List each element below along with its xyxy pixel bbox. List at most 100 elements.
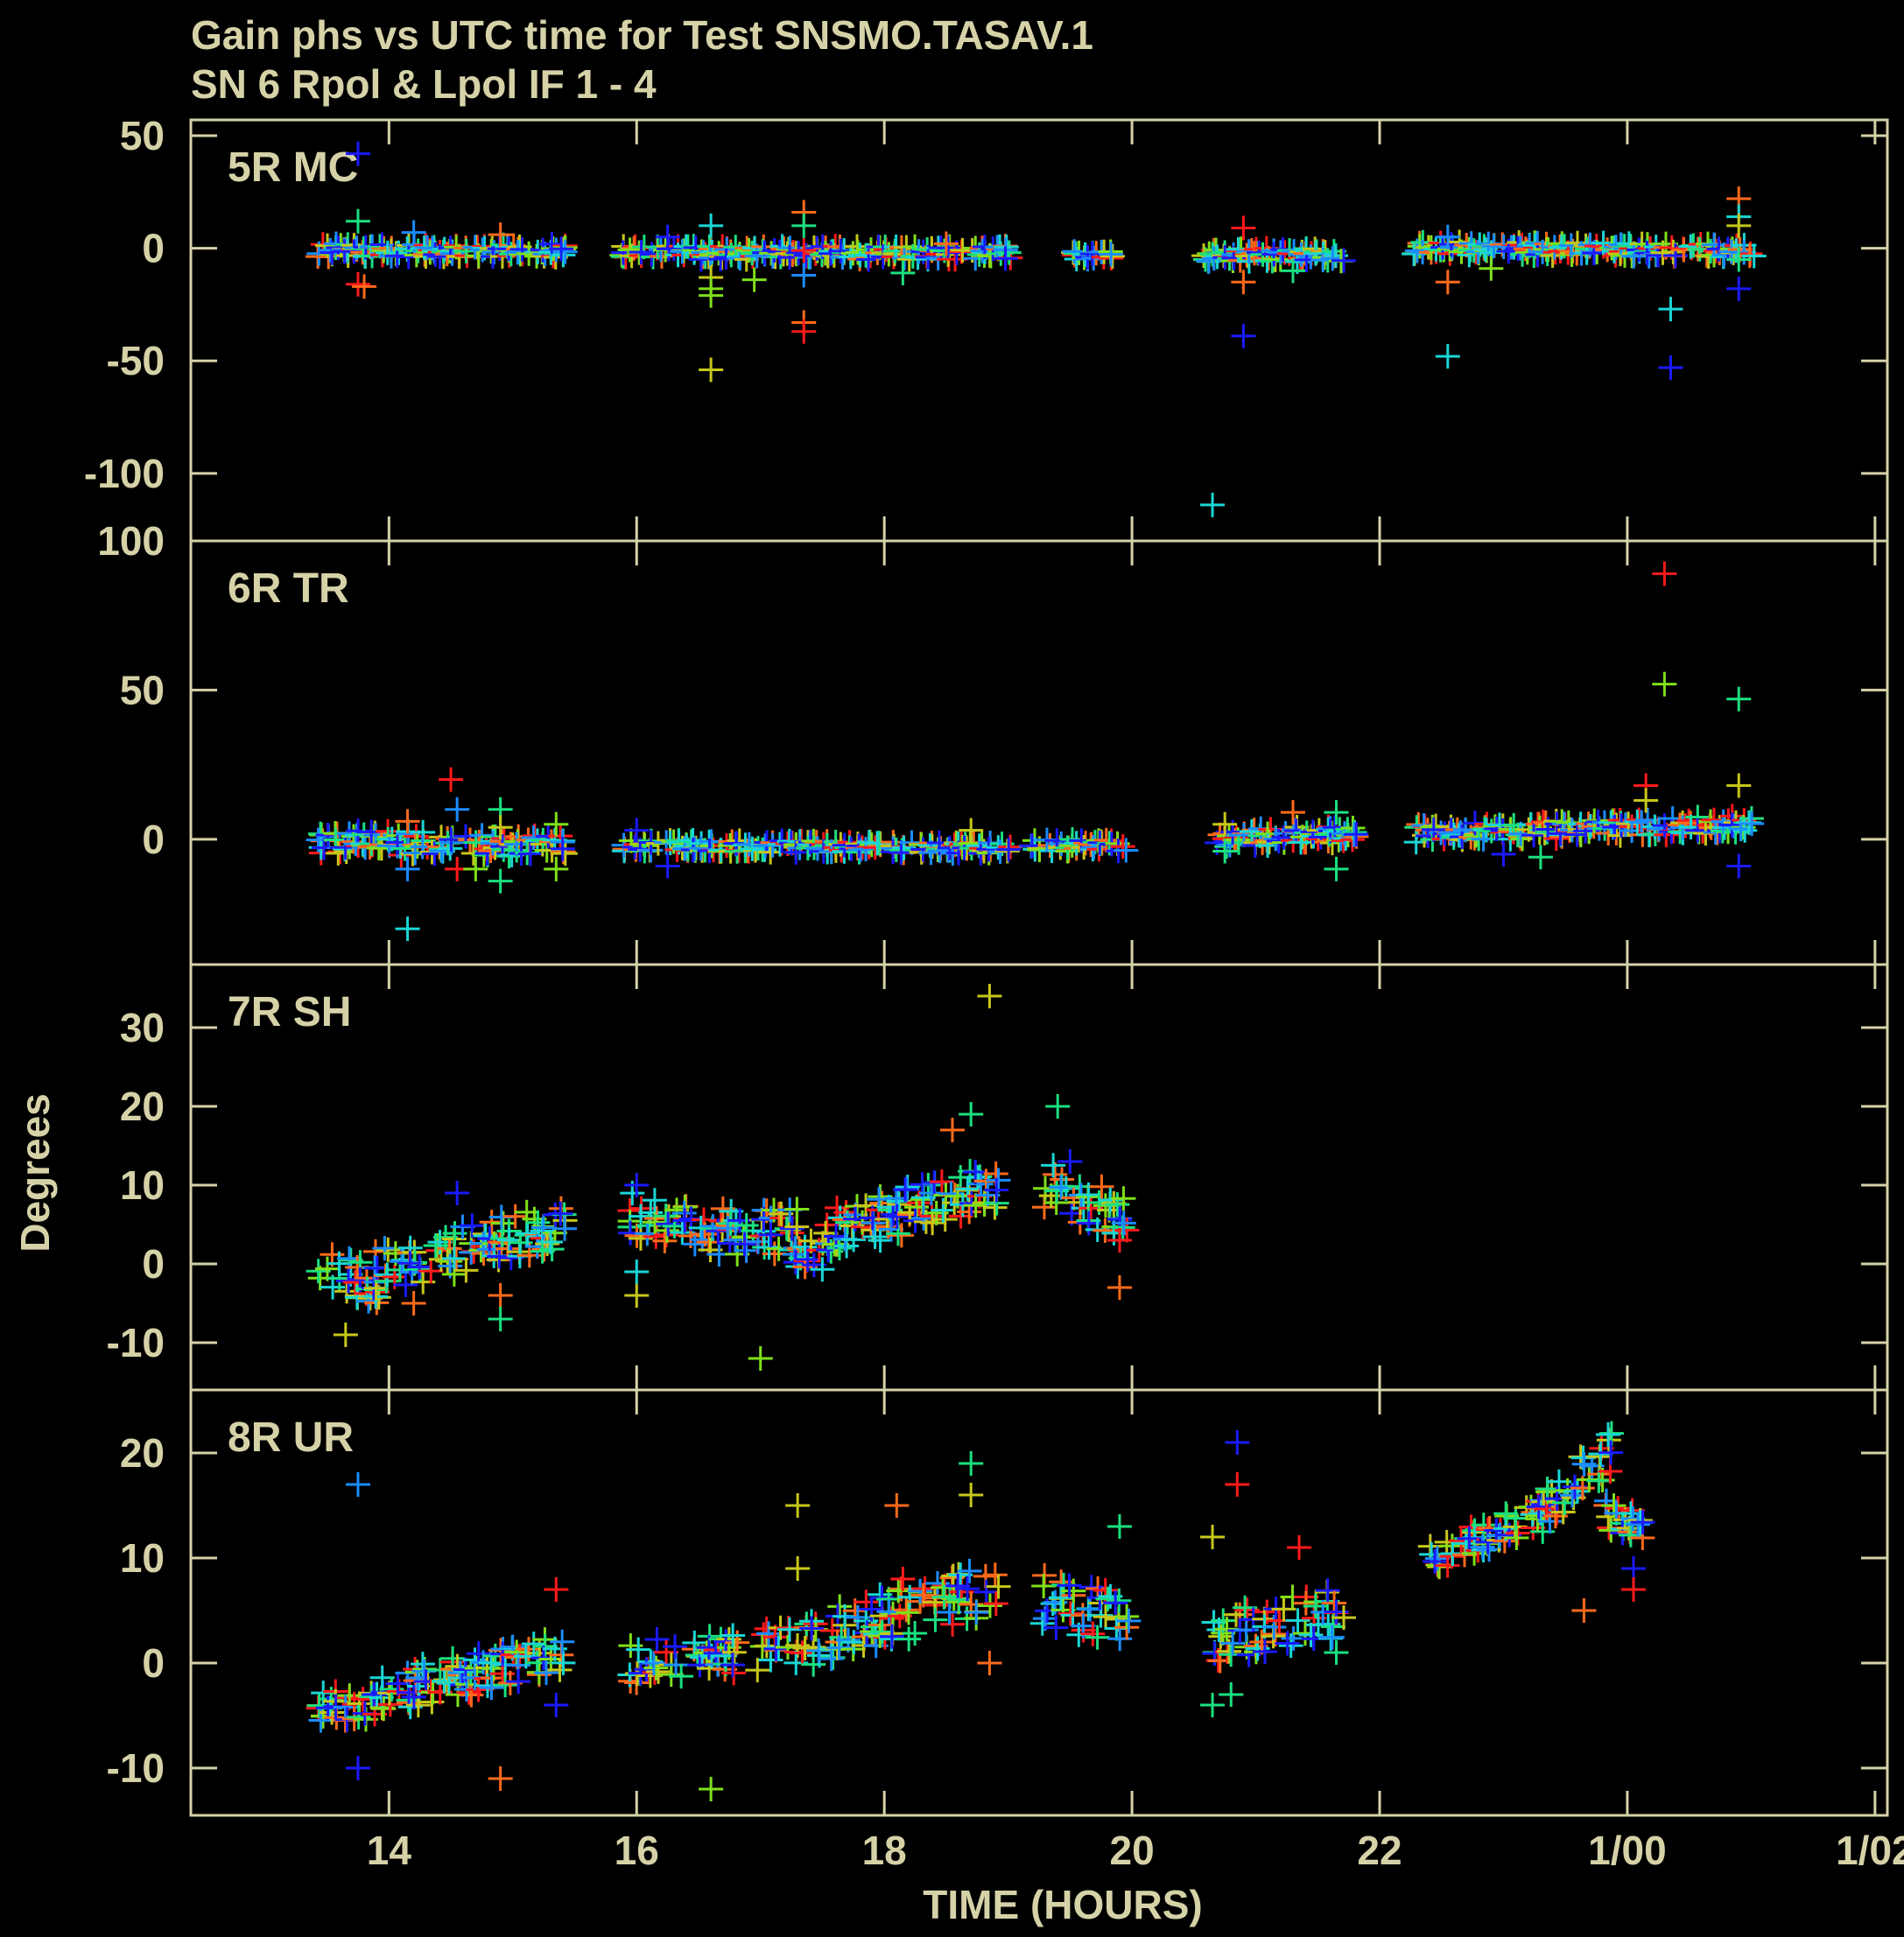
- data-point: [982, 1195, 1008, 1220]
- data-point: [427, 1230, 453, 1255]
- data-point: [1521, 823, 1547, 848]
- data-point: [1435, 270, 1460, 295]
- y-tick-label: 10: [120, 1162, 165, 1208]
- data-point: [890, 260, 916, 285]
- data-point: [372, 1236, 397, 1261]
- data-point: [460, 1213, 485, 1239]
- data-point: [1107, 1275, 1132, 1300]
- data-point: [959, 1102, 984, 1126]
- data-point: [734, 1212, 759, 1238]
- data-point: [1324, 1640, 1349, 1665]
- data-point: [973, 1579, 999, 1604]
- y-tick-label: 50: [120, 113, 165, 158]
- data-point: [327, 1251, 352, 1276]
- data-point: [624, 1173, 650, 1197]
- data-point: [1626, 1512, 1651, 1537]
- data-point: [496, 1227, 522, 1253]
- data-point: [827, 1594, 853, 1619]
- data-point: [552, 841, 578, 867]
- data-point: [642, 1188, 667, 1213]
- data-point: [841, 1227, 867, 1253]
- y-tick-label: 10: [120, 1535, 165, 1581]
- data-point: [433, 1667, 459, 1692]
- data-point: [345, 141, 370, 166]
- data-point: [506, 1669, 531, 1695]
- data-point: [977, 984, 1002, 1008]
- data-point: [1110, 834, 1135, 860]
- data-point: [1726, 773, 1752, 798]
- data-point: [1080, 1621, 1106, 1646]
- data-point: [957, 1558, 982, 1583]
- data-point: [886, 1578, 911, 1604]
- data-point: [1100, 243, 1125, 269]
- y-tick-label: 0: [142, 1640, 165, 1686]
- panel-label: 6R TR: [228, 565, 349, 612]
- data-point: [644, 1627, 670, 1653]
- data-point: [548, 824, 573, 849]
- x-tick-label: 14: [367, 1828, 412, 1873]
- data-point: [862, 1225, 888, 1250]
- data-point: [1621, 1577, 1647, 1602]
- data-point: [342, 1270, 368, 1295]
- data-point: [1319, 1625, 1345, 1650]
- data-point: [986, 1168, 1011, 1193]
- data-point: [1114, 1604, 1140, 1629]
- data-point: [758, 1222, 783, 1247]
- data-point: [502, 1204, 528, 1229]
- x-tick-label: 16: [615, 1828, 659, 1873]
- data-point: [884, 1204, 910, 1229]
- data-point: [550, 836, 575, 861]
- data-point: [1658, 354, 1683, 380]
- data-point: [791, 213, 817, 238]
- data-point: [699, 1777, 724, 1801]
- data-point: [1564, 1478, 1590, 1504]
- data-point: [345, 1756, 370, 1780]
- data-point: [959, 818, 984, 843]
- data-point: [1107, 1514, 1132, 1539]
- data-point: [721, 1639, 747, 1665]
- data-point: [395, 856, 420, 881]
- data-point: [756, 1235, 782, 1260]
- data-point: [488, 1283, 513, 1308]
- data-point: [314, 1256, 340, 1281]
- data-point: [791, 263, 817, 288]
- y-tick-label: -100: [84, 451, 165, 496]
- data-point: [655, 224, 680, 249]
- y-tick-label: -10: [107, 1745, 165, 1791]
- data-point: [776, 1617, 802, 1642]
- data-point: [1470, 1534, 1495, 1560]
- data-point: [889, 840, 914, 866]
- data-point: [783, 839, 809, 865]
- data-point: [624, 1260, 650, 1284]
- data-point: [624, 1283, 650, 1308]
- data-point: [1103, 1590, 1128, 1616]
- data-point: [923, 1607, 948, 1632]
- data-point: [1571, 1598, 1597, 1623]
- data-point: [401, 1291, 426, 1316]
- data-point: [488, 868, 513, 894]
- data-point: [682, 1630, 707, 1655]
- data-point: [1726, 247, 1752, 272]
- data-point: [513, 1644, 538, 1669]
- data-point: [890, 1567, 916, 1591]
- data-point: [652, 1228, 678, 1253]
- data-point: [1726, 276, 1752, 301]
- data-point: [1630, 1510, 1655, 1535]
- data-point: [371, 1696, 397, 1722]
- data-point: [791, 319, 817, 344]
- data-point: [1200, 242, 1226, 267]
- data-point: [552, 1216, 578, 1241]
- data-point: [1324, 856, 1349, 881]
- panel-label: 7R SH: [228, 989, 351, 1035]
- data-point: [859, 1597, 884, 1622]
- data-point: [1435, 344, 1460, 369]
- data-points: [306, 1421, 1655, 1801]
- data-point: [993, 246, 1018, 271]
- data-point: [810, 1257, 835, 1282]
- data-point: [1491, 841, 1516, 867]
- data-point: [982, 1562, 1008, 1588]
- data-point: [1043, 1615, 1069, 1640]
- data-point: [1061, 1578, 1086, 1604]
